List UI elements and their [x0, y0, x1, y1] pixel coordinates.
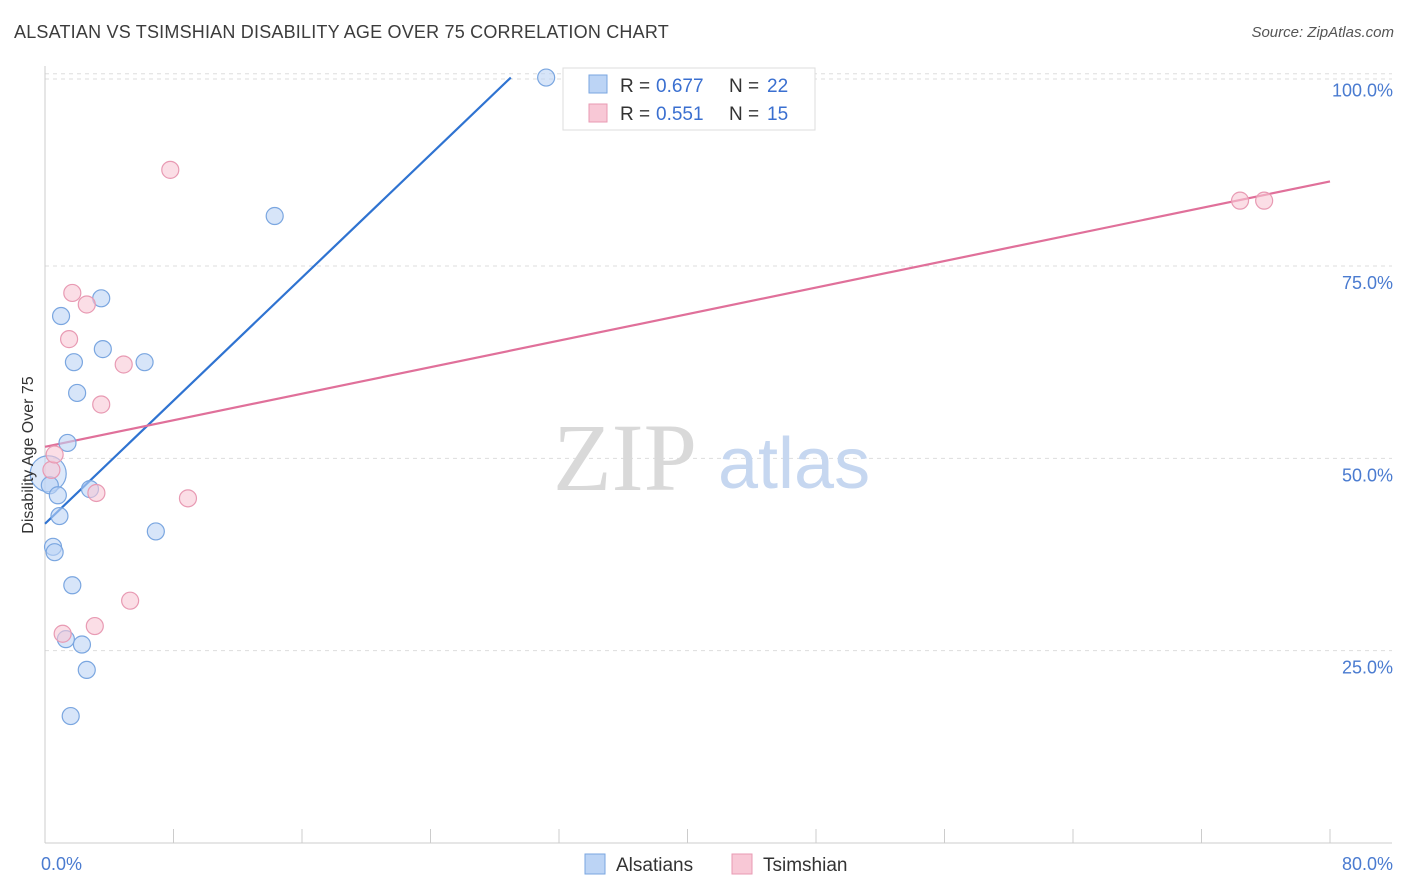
alsatians-point-17 [93, 340, 112, 359]
alsatians-point-5 [50, 506, 69, 526]
tsimshian-point-12 [178, 489, 198, 508]
tsimshian-point-2 [53, 624, 72, 643]
tsimshian-point-3 [59, 330, 79, 349]
alsatians-point-4 [48, 486, 67, 505]
trend-lines [44, 76, 1331, 525]
alsatians-point-9 [61, 706, 80, 726]
y-tick-label-3: 100.0% [1332, 81, 1393, 101]
data-points [29, 68, 1274, 726]
alsatians-point-21 [537, 68, 556, 87]
y-tick-labels: 25.0% 50.0% 75.0% 100.0% [1332, 81, 1393, 678]
alsatians-point-19 [146, 522, 165, 541]
watermark-zip: ZIP [553, 404, 697, 511]
legend-n-value-tsimshian: 15 [767, 104, 788, 125]
alsatians-point-12 [68, 383, 87, 403]
legend-r-label-tsimshian: R = [620, 104, 650, 125]
x-tick-labels: 0.0% 80.0% [41, 854, 1393, 874]
legend-swatch-alsatians [588, 74, 608, 94]
x-tick-label-1: 80.0% [1342, 854, 1393, 874]
trend-line-tsimshian [44, 180, 1331, 448]
axes [44, 66, 1392, 844]
bottom-legend: Alsatians Tsimshian [584, 853, 847, 876]
bottom-legend-swatch-tsimshian [731, 853, 753, 875]
y-tick-label-2: 75.0% [1342, 273, 1393, 293]
tsimshian-point-1 [45, 445, 64, 464]
bottom-legend-label-alsatians: Alsatians [616, 855, 693, 876]
alsatians-point-6 [51, 306, 71, 326]
tsimshian-point-4 [63, 283, 82, 303]
trend-line-alsatians [44, 76, 512, 525]
chart-title: ALSATIAN VS TSIMSHIAN DISABILITY AGE OVE… [14, 22, 669, 42]
legend-r-value-alsatians: 0.677 [656, 76, 704, 97]
alsatians-point-8 [58, 433, 77, 453]
legend-n-value-alsatians: 22 [767, 76, 788, 97]
legend-n-label-tsimshian: N = [729, 104, 759, 125]
legend-r-value-tsimshian: 0.551 [656, 104, 704, 125]
bottom-legend-label-tsimshian: Tsimshian [763, 855, 847, 876]
watermark-atlas: atlas [718, 424, 870, 504]
tsimshian-point-5 [77, 295, 96, 314]
tsimshian-point-8 [92, 395, 111, 414]
tsimshian-point-13 [1230, 191, 1250, 210]
alsatians-point-13 [72, 635, 92, 654]
legend-swatch-tsimshian [588, 103, 608, 123]
alsatians-point-3 [45, 543, 64, 562]
y-axis-label: Disability Age Over 75 [20, 376, 37, 534]
alsatians-point-11 [64, 353, 84, 372]
watermark: ZIP atlas [553, 404, 870, 511]
legend-n-label-alsatians: N = [729, 76, 759, 97]
tsimshian-point-9 [114, 355, 133, 374]
tsimshian-point-11 [161, 160, 180, 179]
gridlines [45, 73, 1392, 652]
tsimshian-point-14 [1255, 191, 1274, 210]
bottom-legend-swatch-alsatians [584, 853, 606, 875]
tsimshian-point-6 [85, 616, 104, 636]
source-label: Source: ZipAtlas.com [1251, 24, 1394, 41]
alsatians-point-10 [63, 576, 82, 595]
y-tick-label-0: 25.0% [1342, 658, 1393, 678]
alsatians-point-20 [265, 206, 284, 226]
top-legend: R = 0.677 N = 22 R = 0.551 N = 15 [562, 67, 816, 131]
y-tick-label-1: 50.0% [1342, 465, 1393, 485]
tsimshian-point-10 [121, 591, 140, 610]
alsatians-point-18 [135, 353, 154, 372]
tsimshian-point-0 [42, 460, 61, 479]
tsimshian-point-7 [87, 483, 106, 503]
legend-r-label-alsatians: R = [620, 76, 650, 97]
alsatians-point-14 [77, 660, 96, 680]
x-tick-label-0: 0.0% [41, 854, 82, 874]
